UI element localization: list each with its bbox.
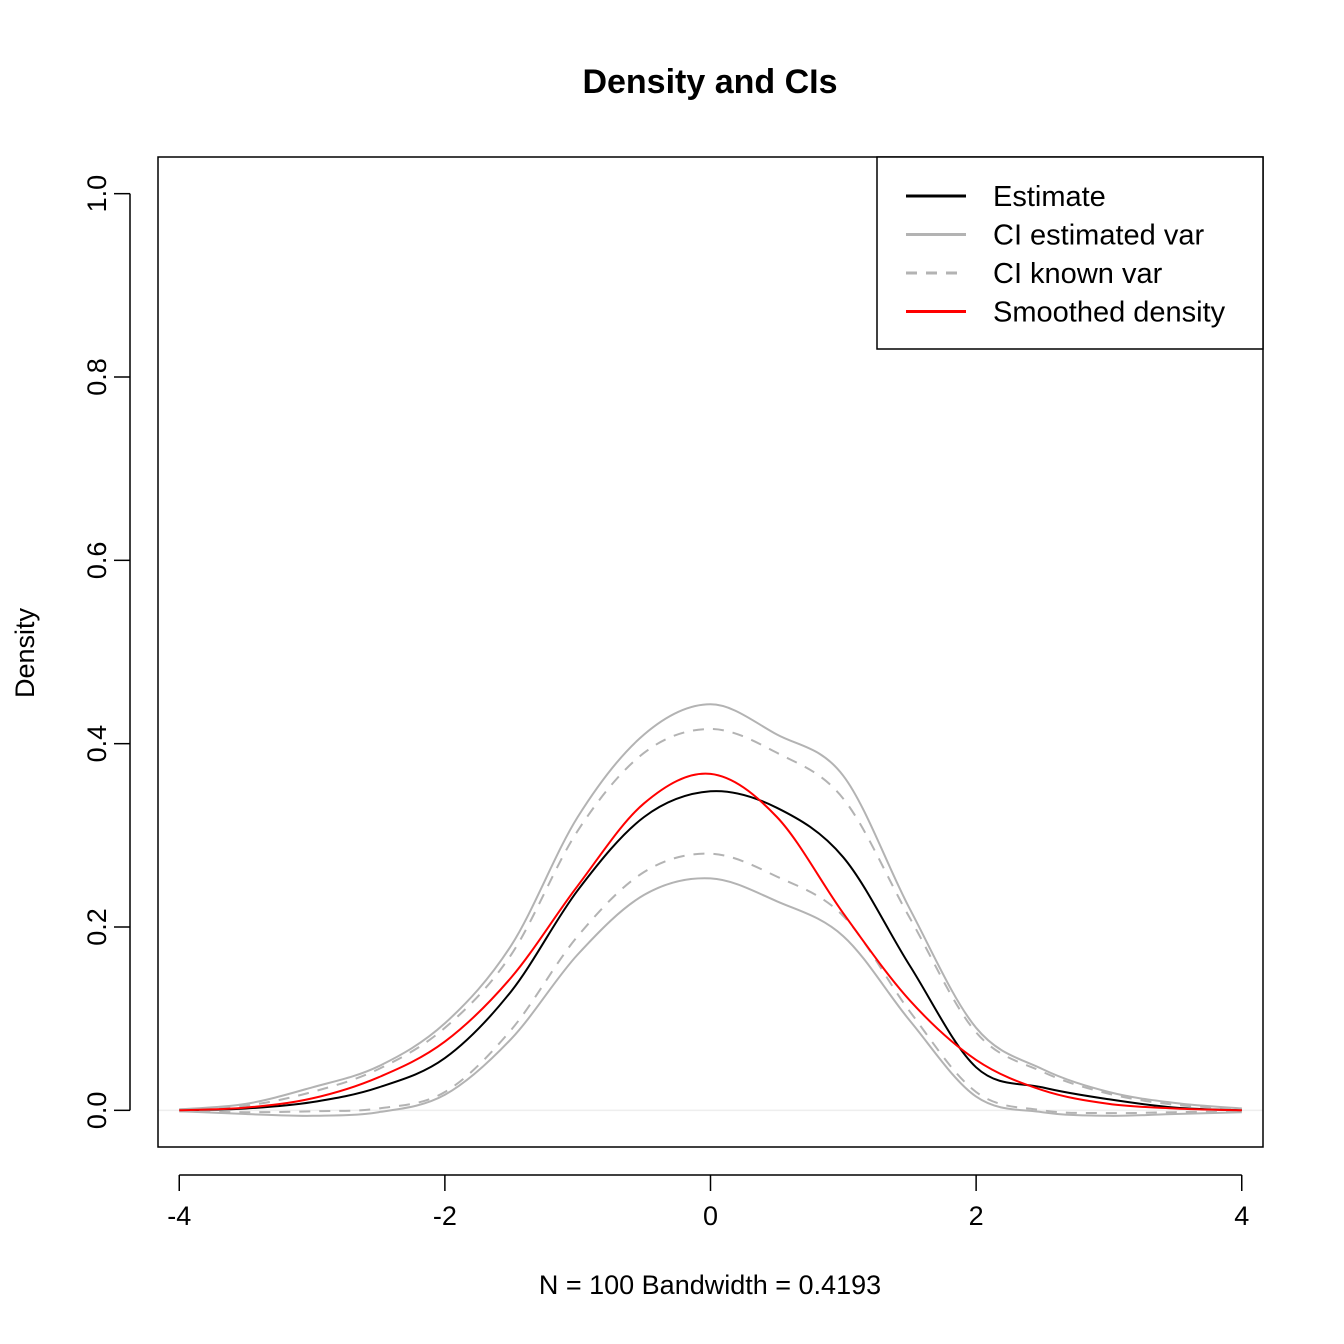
legend-box xyxy=(876,156,1264,350)
series-line-estimate xyxy=(179,790,1242,1112)
legend-label-ci-known-var: CI known var xyxy=(993,258,1163,290)
legend-label-estimate: Estimate xyxy=(993,181,1106,213)
y-axis: 0.0 0.2 0.4 0.6 0.8 1.0 xyxy=(82,175,131,1130)
y-tick-label: 0.0 xyxy=(82,1092,112,1130)
x-tick-label: -2 xyxy=(433,1201,457,1231)
legend-label-ci-estimated-var: CI estimated var xyxy=(993,220,1204,252)
series-line-ci-estimated-var xyxy=(179,703,1242,1111)
x-tick-label: 2 xyxy=(969,1201,984,1231)
y-tick-label: 0.8 xyxy=(82,358,112,396)
x-tick-label: 4 xyxy=(1234,1201,1249,1231)
x-axis-label: N = 100 Bandwidth = 0.4193 xyxy=(539,1270,881,1300)
chart-title: Density and CIs xyxy=(582,63,837,101)
x-tick-label: -4 xyxy=(167,1201,191,1231)
legend: Estimate CI estimated var CI known var Smoo… xyxy=(876,156,1264,350)
y-tick-label: 1.0 xyxy=(82,175,112,213)
x-axis: -4 -2 0 2 4 xyxy=(167,1174,1249,1231)
y-tick-label: 0.4 xyxy=(82,725,112,763)
series-line-smoothed-density xyxy=(179,772,1242,1112)
y-axis-label: Density xyxy=(10,607,40,698)
series-line-ci-known-var xyxy=(179,728,1242,1111)
legend-label-smoothed-density: Smoothed density xyxy=(993,297,1226,329)
y-tick-label: 0.6 xyxy=(82,542,112,580)
x-tick-label: 0 xyxy=(703,1201,718,1231)
plot-frame xyxy=(157,156,1264,1148)
series-line-ci-estimated-var-lower xyxy=(179,877,1242,1117)
plot-lines xyxy=(158,703,1263,1117)
series-line-ci-known-var-lower xyxy=(179,852,1242,1115)
y-tick-label: 0.2 xyxy=(82,908,112,946)
